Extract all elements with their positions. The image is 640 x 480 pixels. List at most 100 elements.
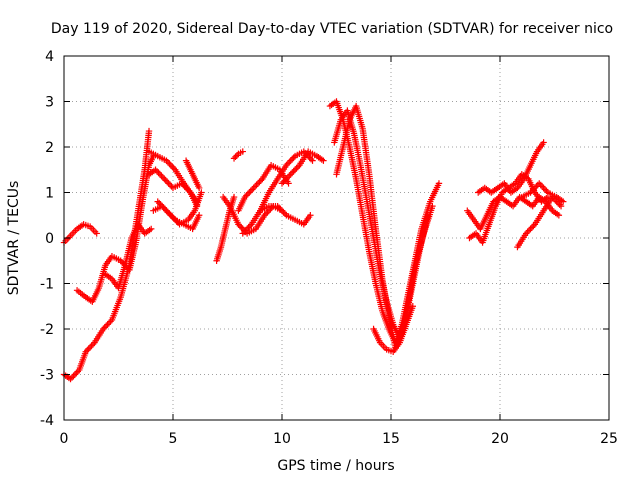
- data-point-marker: [290, 168, 297, 175]
- data-point-marker: [100, 325, 107, 333]
- series-track-04: [102, 221, 155, 292]
- data-point-marker: [280, 209, 287, 216]
- data-point-marker: [158, 172, 165, 180]
- data-point-marker: [409, 303, 416, 310]
- data-point-marker: [245, 224, 252, 231]
- data-point-marker: [278, 207, 286, 214]
- data-point-marker: [288, 155, 296, 163]
- y-tick-label: -3: [40, 368, 54, 384]
- data-point-marker: [236, 222, 244, 230]
- data-point-marker: [538, 183, 546, 190]
- data-point-marker: [435, 180, 443, 187]
- data-point-marker: [170, 165, 177, 172]
- data-point-marker: [155, 169, 162, 176]
- data-point-marker: [525, 227, 533, 234]
- y-tick-label: 0: [45, 231, 54, 247]
- series-track-19: [333, 102, 436, 351]
- data-point-marker: [429, 202, 436, 210]
- x-tick-label: 0: [60, 431, 69, 447]
- data-point-marker: [86, 344, 94, 351]
- data-point-marker: [253, 181, 260, 189]
- data-point-marker: [243, 225, 251, 233]
- y-tick-label: 1: [45, 186, 54, 202]
- data-point-marker: [239, 148, 246, 155]
- data-point-marker: [281, 210, 289, 217]
- data-point-marker: [293, 165, 300, 172]
- data-point-marker: [307, 212, 314, 219]
- series-track-11: [219, 193, 286, 237]
- data-point-marker: [239, 230, 246, 237]
- data-point-marker: [84, 347, 91, 354]
- data-point-marker: [555, 212, 563, 219]
- data-point-marker: [536, 180, 543, 187]
- y-tick-label: -1: [40, 277, 54, 293]
- data-point-marker: [160, 204, 167, 211]
- data-point-marker: [165, 180, 172, 187]
- data-point-marker: [166, 210, 173, 217]
- data-point-marker: [198, 189, 205, 196]
- data-point-marker: [162, 177, 169, 184]
- data-point-marker: [307, 155, 315, 163]
- data-point-marker: [185, 187, 193, 195]
- data-point-marker: [264, 209, 271, 216]
- data-point-marker: [287, 157, 294, 164]
- data-point-marker: [235, 221, 242, 228]
- data-point-marker: [182, 184, 190, 192]
- series-track-16: [278, 148, 327, 187]
- data-point-marker: [274, 202, 281, 210]
- data-point-marker: [257, 177, 265, 184]
- data-point-marker: [169, 213, 176, 220]
- data-point-marker: [540, 184, 547, 192]
- data-point-marker: [104, 321, 111, 328]
- data-point-marker: [238, 224, 245, 231]
- data-point-marker: [309, 157, 316, 164]
- series-track-23: [475, 139, 547, 196]
- data-point-marker: [280, 178, 287, 186]
- data-point-marker: [163, 157, 170, 164]
- data-point-marker: [246, 222, 254, 230]
- data-point-marker: [89, 340, 97, 348]
- data-point-marker: [283, 162, 290, 169]
- x-tick-label: 10: [273, 431, 291, 447]
- data-point-marker: [71, 371, 79, 378]
- data-point-marker: [284, 160, 292, 167]
- data-point-marker: [522, 230, 530, 237]
- data-point-marker: [70, 372, 77, 380]
- data-point-marker: [320, 157, 327, 164]
- chart-title: Day 119 of 2020, Sidereal Day-to-day VTE…: [51, 21, 613, 37]
- data-point-marker: [540, 139, 547, 146]
- y-tick-label: -4: [40, 413, 54, 429]
- data-point-marker: [244, 190, 252, 198]
- data-point-marker: [541, 186, 549, 193]
- data-point-marker: [524, 228, 531, 236]
- data-point-marker: [230, 155, 238, 162]
- data-point-marker: [557, 202, 565, 210]
- y-tick-label: -2: [40, 322, 54, 338]
- data-point-marker: [155, 199, 163, 207]
- data-point-marker: [533, 183, 540, 190]
- data-point-marker: [118, 259, 126, 266]
- data-point-marker: [179, 181, 187, 189]
- data-point-marker: [159, 174, 167, 181]
- grid-layer: [64, 56, 609, 420]
- data-point-marker: [527, 189, 534, 196]
- data-point-marker: [262, 210, 270, 217]
- y-tick-label: 3: [45, 95, 54, 111]
- data-point-marker: [74, 368, 82, 375]
- data-point-marker: [243, 192, 250, 199]
- series-track-20: [370, 303, 416, 355]
- x-tick-label: 15: [382, 431, 400, 447]
- data-point-marker: [254, 180, 262, 187]
- y-tick-label: 4: [45, 49, 54, 65]
- data-point-marker: [247, 187, 254, 195]
- data-point-marker: [164, 209, 172, 216]
- data-point-marker: [88, 342, 95, 349]
- data-point-marker: [163, 178, 171, 186]
- data-point-marker: [102, 322, 110, 330]
- data-point-marker: [281, 177, 289, 184]
- data-point-marker: [543, 187, 550, 195]
- data-point-marker: [287, 171, 294, 178]
- series-track-08: [154, 198, 203, 233]
- data-point-marker: [178, 180, 185, 187]
